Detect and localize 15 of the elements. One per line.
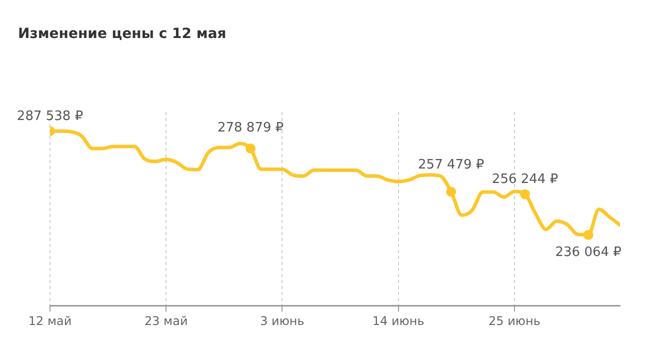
point [446,186,456,197]
data-label: 257 479 ₽ [418,158,484,173]
x-tick-label: 3 июнь [260,314,304,328]
chart-title: Изменение цены с 12 мая [18,26,226,42]
point [520,189,530,200]
data-label: 287 538 ₽ [16,108,84,124]
data-label: 278 879 ₽ [217,120,284,136]
x-tick-label: 14 июнь [372,314,424,328]
x-tick-label: 12 май [28,314,72,328]
point [583,230,594,240]
point [246,144,256,154]
x-tick-label: 23 май [144,314,188,328]
data-label: 256 244 ₽ [492,172,558,188]
data-label: 236 064 ₽ [555,244,622,260]
x-tick-label: 25 июнь [488,314,540,328]
